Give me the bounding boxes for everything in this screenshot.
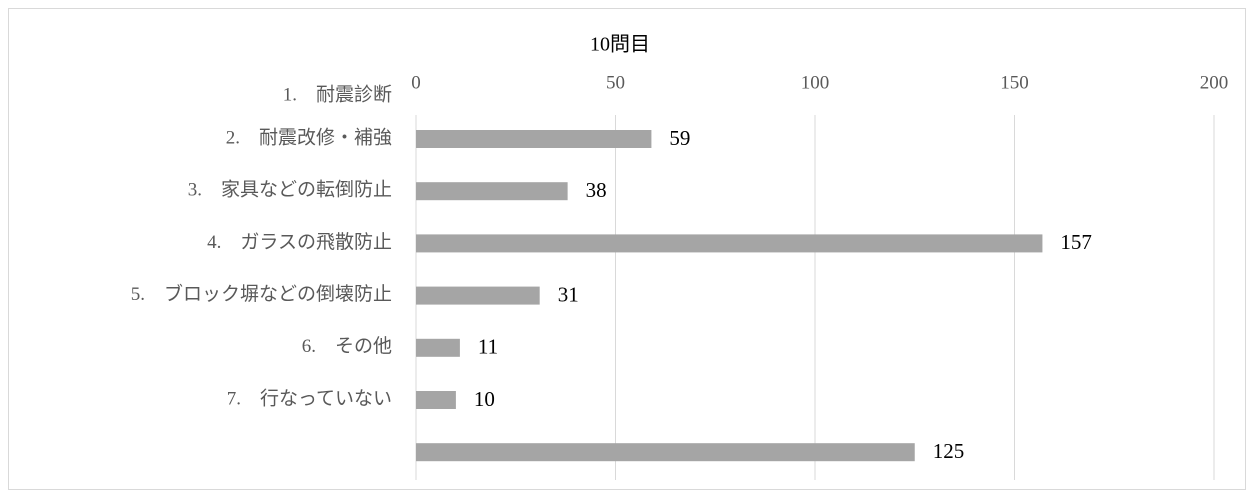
bar	[416, 391, 456, 409]
y-tick-label: 2. 耐震改修・補強	[226, 126, 392, 148]
y-tick-label: 5. ブロック塀などの倒壊防止	[131, 282, 392, 305]
x-tick-label: 200	[1200, 72, 1229, 93]
y-tick-label: 1. 耐震診断	[283, 83, 392, 105]
value-label: 38	[586, 178, 607, 202]
bar	[416, 338, 460, 357]
bar	[416, 130, 652, 148]
x-tick-label: 150	[1000, 72, 1029, 93]
value-label: 125	[933, 439, 965, 463]
y-tick-label: 4. ガラスの飛散防止	[207, 231, 392, 253]
x-tick-label: 100	[801, 72, 830, 93]
bar	[416, 234, 1043, 253]
bar	[416, 443, 915, 462]
y-tick-label: 6. その他	[302, 335, 392, 357]
bar	[416, 182, 568, 201]
x-tick-label: 50	[606, 72, 625, 93]
value-label: 10	[474, 387, 495, 411]
y-tick-label: 7. 行なっていない	[227, 387, 392, 409]
value-label: 157	[1060, 230, 1092, 254]
x-tick-label: 0	[411, 72, 421, 93]
value-label: 11	[478, 335, 498, 359]
value-label: 59	[669, 126, 690, 150]
chart-title: 10問目	[590, 34, 650, 56]
y-tick-label: 3. 家具などの転倒防止	[188, 179, 392, 201]
bar	[416, 286, 540, 305]
value-label: 31	[558, 282, 579, 306]
